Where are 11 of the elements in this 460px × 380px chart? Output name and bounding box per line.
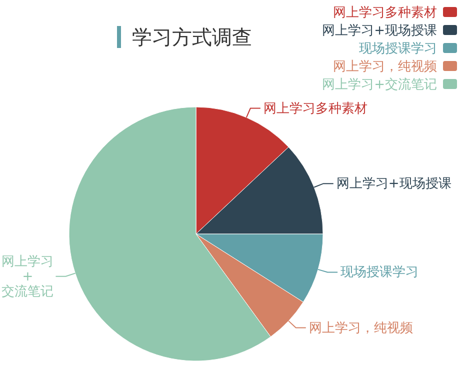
legend-label: 网上学习，纯视频	[333, 60, 437, 75]
text: 学习方式调查	[132, 25, 252, 49]
legend-label: 网上学习多种素材	[333, 6, 437, 21]
legend-label: 网上学习+现场授课	[322, 24, 437, 39]
legend-label: 网上学习+交流笔记	[322, 76, 437, 93]
slice-label: 网上学习+交流笔记	[2, 254, 54, 299]
slice-label: 网上学习多种素材	[263, 100, 368, 116]
slice-label: 网上学习+现场授课	[336, 176, 452, 192]
legend-label: 现场授课学习	[359, 42, 437, 57]
slice-label: 现场授课学习	[340, 264, 419, 280]
slice-label: 网上学习，纯视频	[308, 320, 413, 336]
